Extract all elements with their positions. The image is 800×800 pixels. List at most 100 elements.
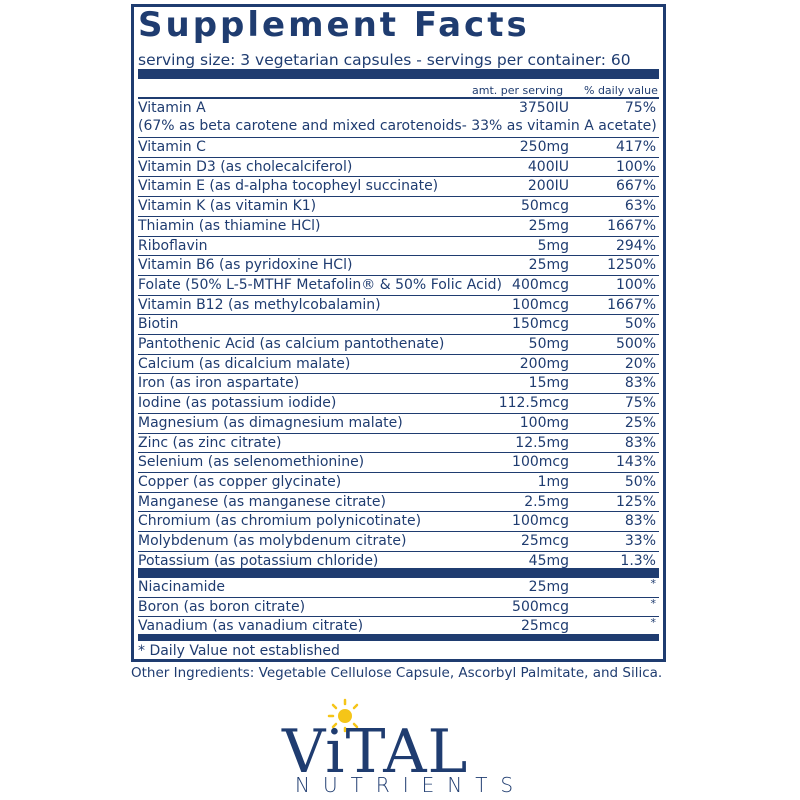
nutrient-dv: * [650, 577, 657, 590]
nutrient-name: Potassium (as potassium chloride) [138, 552, 379, 569]
nutrient-dv: 294% [615, 237, 656, 254]
nutrient-row: Vanadium (as vanadium citrate) 25mcg * [138, 616, 659, 636]
nutrient-amount: 250mg [519, 139, 569, 155]
nutrient-amount: 2.5mg [524, 493, 569, 510]
nutrient-row: Zinc (as zinc citrate) 12.5mg 83% [138, 432, 659, 453]
nutrient-dv: 500% [615, 336, 656, 352]
nutrient-row: Vitamin C 250mg 417% [138, 137, 659, 157]
nutrient-row: Chromium (as chromium polynicotinate) 10… [138, 511, 659, 531]
vital-nutrients-logo: ViTAL NUTRIENTS [270, 695, 530, 800]
nutrient-amount: 25mcg [520, 533, 569, 549]
nutrient-dv: 667% [615, 178, 656, 195]
nutrient-row: Manganese (as manganese citrate) 2.5mg 1… [138, 491, 659, 512]
nutrient-name: Magnesium (as dimagnesium malate) [138, 414, 403, 431]
nutrient-row: Niacinamide 25mg * [138, 577, 659, 598]
nutrient-amount: 200IU [527, 178, 569, 195]
nutrient-dv: 83% [624, 375, 656, 392]
nutrient-amount: 12.5mg [515, 434, 569, 451]
nutrient-row: Vitamin B12 (as methylcobalamin) 100mcg … [138, 294, 659, 315]
nutrient-dv: 1.3% [620, 552, 656, 569]
nutrient-dv: 63% [624, 198, 656, 215]
nutrient-dv: 143% [615, 454, 656, 471]
nutrient-amount: 15mg [528, 375, 569, 392]
nutrient-amount: 400IU [527, 158, 569, 175]
serving-info: serving size: 3 vegetarian capsules - se… [138, 51, 631, 69]
nutrient-row: Vitamin A 3750IU 75% [138, 97, 659, 117]
nutrient-name: Chromium (as chromium polynicotinate) [138, 513, 422, 530]
nutrient-dv: 50% [624, 473, 656, 490]
sun-icon [327, 698, 359, 733]
nutrient-dv: 1667% [607, 296, 656, 313]
nutrient-row: Vitamin E (as d-alpha tocopheyl succinat… [138, 176, 659, 196]
nutrient-note-row: (67% as beta carotene and mixed caroteno… [138, 117, 659, 137]
nutrient-row: Iodine (as potassium iodide) 112.5mcg 75… [138, 393, 659, 413]
nutrient-dv: 1250% [607, 257, 656, 274]
nutrient-amount: 100mcg [512, 513, 569, 530]
nutrient-amount: 200mg [519, 355, 569, 372]
nutrient-amount: 50mg [528, 336, 569, 352]
nutrient-dv: 33% [624, 533, 656, 549]
thick-divider [138, 69, 659, 79]
nutrient-name: Manganese (as manganese citrate) [138, 493, 387, 510]
nutrient-row: Iron (as iron aspartate) 15mg 83% [138, 373, 659, 393]
nutrient-name: Riboflavin [138, 237, 208, 254]
nutrient-name: Vitamin B6 (as pyridoxine HCl) [138, 257, 353, 274]
nutrient-row: Magnesium (as dimagnesium malate) 100mg … [138, 412, 659, 433]
supplement-facts-panel: Supplement Facts serving size: 3 vegetar… [131, 4, 666, 662]
nutrient-row: Boron (as boron citrate) 500mcg * [138, 597, 659, 617]
amount-header: amt. per serving [472, 84, 564, 97]
nutrient-amount: 25mcg [520, 618, 569, 634]
nutrient-dv: 20% [624, 355, 656, 372]
nutrient-name: Biotin [138, 316, 179, 333]
nutrient-name: Vanadium (as vanadium citrate) [138, 618, 364, 634]
nutrient-dv: 125% [615, 493, 656, 510]
footnote: * Daily Value not established [138, 643, 340, 659]
nutrient-row: Biotin 150mcg 50% [138, 314, 659, 334]
nutrient-row: Selenium (as selenomethionine) 100mcg 14… [138, 452, 659, 472]
nutrient-dv: 75% [624, 395, 656, 412]
nutrient-name: Thiamin (as thiamine HCl) [138, 217, 321, 234]
nutrient-dv: 83% [624, 513, 656, 530]
nutrient-name: Pantothenic Acid (as calcium pantothenat… [138, 336, 445, 352]
nutrient-amount: 100mcg [512, 454, 569, 471]
nutrient-name: Calcium (as dicalcium malate) [138, 355, 351, 372]
nutrient-amount: 400mcg [512, 276, 569, 293]
nutrient-name: Molybdenum (as molybdenum citrate) [138, 533, 407, 549]
nutrient-name: Iron (as iron aspartate) [138, 375, 300, 392]
nutrient-dv: 100% [615, 158, 656, 175]
nutrient-dv: * [650, 597, 657, 610]
nutrient-row: Potassium (as potassium chloride) 45mg 1… [138, 550, 659, 571]
nutrient-name: Folate (50% L-5-MTHF Metafolin® & 50% Fo… [138, 276, 502, 293]
nutrient-name: Vitamin K (as vitamin K1) [138, 198, 317, 215]
panel-title: Supplement Facts [138, 5, 530, 45]
nutrient-row: Calcium (as dicalcium malate) 200mg 20% [138, 353, 659, 374]
nutrient-dv: 50% [624, 316, 656, 333]
nutrient-dv: 25% [624, 414, 656, 431]
nutrient-dv: 75% [624, 100, 656, 116]
nutrient-name: Niacinamide [138, 579, 226, 595]
nutrient-row: Vitamin K (as vitamin K1) 50mcg 63% [138, 196, 659, 216]
nutrient-name: Vitamin B12 (as methylcobalamin) [138, 296, 381, 313]
nutrient-dv: 1667% [607, 217, 656, 234]
nutrient-name: Vitamin E (as d-alpha tocopheyl succinat… [138, 178, 439, 195]
nutrient-name: Zinc (as zinc citrate) [138, 434, 282, 451]
nutrient-row: Copper (as copper glycinate) 1mg 50% [138, 471, 659, 492]
nutrient-name: Selenium (as selenomethionine) [138, 454, 365, 471]
nutrient-name: Boron (as boron citrate) [138, 599, 306, 615]
nutrient-row: Thiamin (as thiamine HCl) 25mg 1667% [138, 215, 659, 236]
nutrient-amount: 25mg [528, 579, 569, 595]
dv-header: % daily value [584, 84, 658, 97]
nutrient-amount: 25mg [528, 217, 569, 234]
nutrient-amount: 25mg [528, 257, 569, 274]
nutrient-row: Riboflavin 5mg 294% [138, 235, 659, 256]
nutrient-amount: 1mg [537, 473, 569, 490]
nutrient-name: Vitamin C [138, 139, 206, 155]
logo-word-vital: ViTAL [282, 717, 469, 787]
nutrient-dv: * [650, 616, 657, 629]
nutrient-dv: 417% [615, 139, 656, 155]
thick-divider [138, 634, 659, 641]
nutrient-note: (67% as beta carotene and mixed caroteno… [138, 118, 657, 134]
logo-word-nutrients: NUTRIENTS [295, 773, 527, 797]
nutrient-name: Vitamin D3 (as cholecalciferol) [138, 158, 353, 175]
nutrient-amount: 3750IU [518, 100, 569, 116]
